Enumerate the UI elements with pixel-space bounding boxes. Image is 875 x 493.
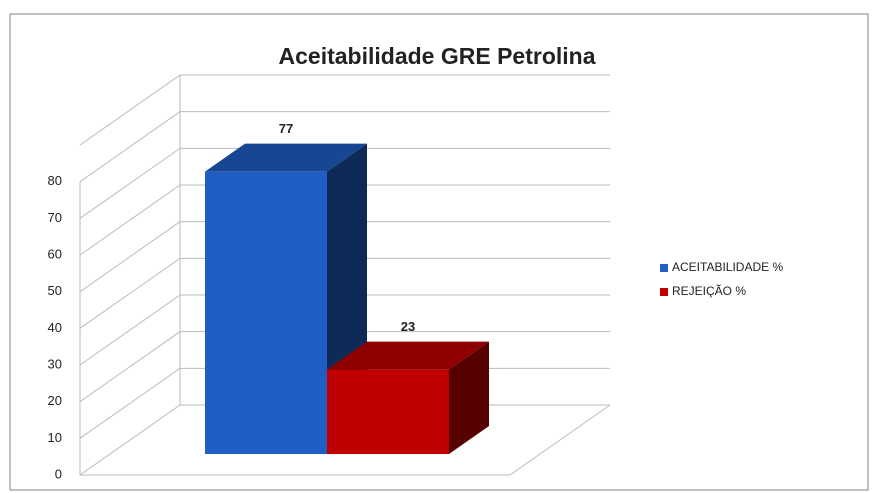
bar-top [327,341,489,370]
grid-line [79,294,610,366]
floor [80,404,611,476]
grid-line [79,257,610,329]
bar-top [205,143,367,172]
y-tick-label: 10 [48,430,62,445]
grid-line [79,184,610,256]
legend-label: ACEITABILIDADE % [672,260,783,274]
legend-label: REJEIÇÃO % [672,284,746,298]
y-tick-label: 0 [55,466,62,481]
grid-line [79,147,610,219]
y-tick-label: 60 [48,246,62,261]
grid-line [79,111,610,183]
wall-top [79,74,610,146]
y-tick-label: 50 [48,283,62,298]
grid-line [79,331,610,403]
y-tick-label: 30 [48,356,62,371]
bar-side [449,341,489,454]
bar-front [327,369,449,454]
chart-title: Aceitabilidade GRE Petrolina [279,43,596,69]
grid-line [79,221,610,293]
legend-swatch [660,264,668,272]
data-label: 23 [401,319,415,334]
y-tick-label: 40 [48,320,62,335]
y-tick-label: 80 [48,173,62,188]
y-tick-label: 70 [48,210,62,225]
legend-swatch [660,288,668,296]
bar-front [205,171,327,454]
y-tick-label: 20 [48,393,62,408]
data-label: 77 [279,121,293,136]
